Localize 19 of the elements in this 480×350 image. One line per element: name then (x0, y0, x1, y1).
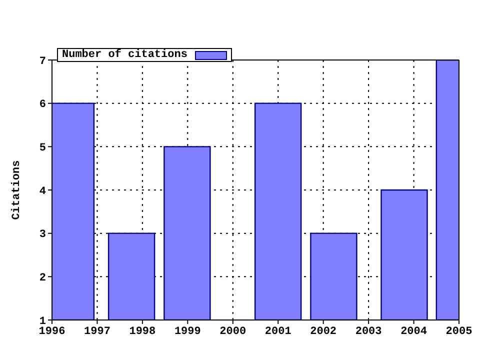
x-tick-label: 1996 (38, 326, 66, 338)
y-tick-label: 2 (39, 272, 46, 285)
legend-label: Number of citations (62, 49, 188, 61)
y-tick-label: 1 (39, 316, 46, 328)
y-tick-label: 5 (39, 142, 46, 155)
x-tick-label: 1999 (174, 326, 201, 338)
x-tick-label: 2004 (400, 326, 428, 338)
x-tick-label: 1997 (84, 326, 110, 338)
y-tick-label: 7 (39, 56, 46, 68)
y-axis-title: Citations (10, 160, 23, 220)
x-tick-label: 2003 (355, 326, 382, 338)
x-tick-label: 2000 (220, 326, 246, 338)
x-tick-label: 2001 (264, 326, 292, 338)
y-tick-label: 3 (39, 229, 46, 242)
x-tick-label: 2002 (310, 326, 337, 338)
y-tick-label: 6 (39, 99, 46, 112)
y-tick-label: 4 (39, 186, 46, 198)
x-tick-label: 1998 (129, 326, 156, 338)
x-tick-label: 2005 (446, 326, 473, 338)
